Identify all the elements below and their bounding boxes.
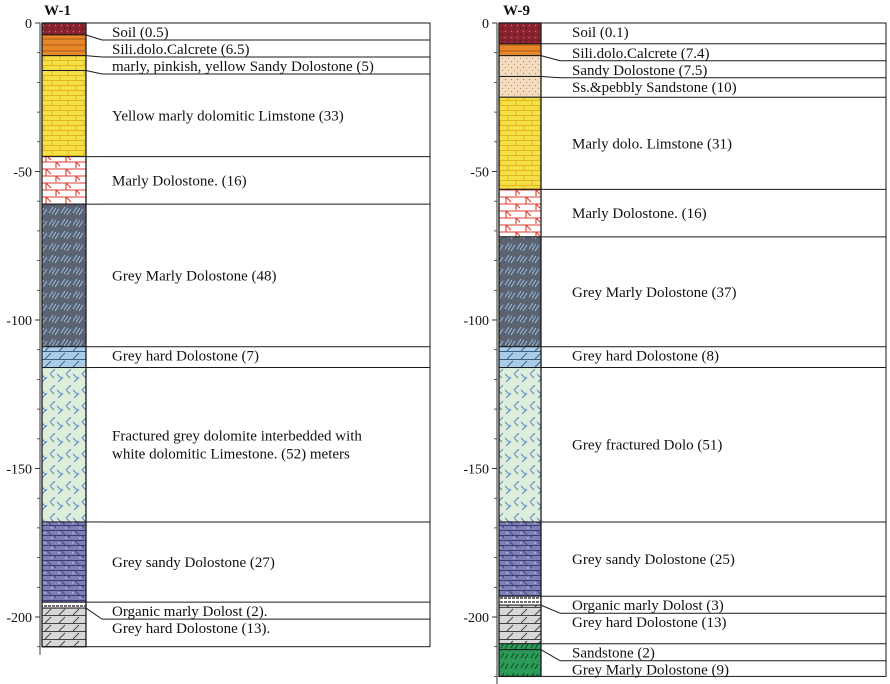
- well-title: W-1: [44, 3, 71, 19]
- layer-label: white dolomitic Limestone. (52) meters: [112, 447, 350, 463]
- leader-line: [540, 604, 561, 614]
- layer-label: Sandy Dolostone (7.5): [572, 63, 707, 79]
- layer-fill-sandy-dolostone: [41, 521, 87, 603]
- layer: Marly Dolostone. (16): [498, 188, 886, 238]
- layer: Marly dolo. Limstone (31): [498, 96, 886, 190]
- layer: Grey sandy Dolostone (27): [41, 521, 430, 603]
- layer: Grey Marly Dolostone (9): [498, 649, 886, 679]
- layer: Grey hard Dolostone (13): [498, 604, 886, 645]
- layer-label: Grey sandy Dolostone (25): [572, 552, 735, 568]
- layer: Sandy Dolostone (7.5): [498, 55, 886, 79]
- leader-line: [85, 607, 103, 620]
- y-tick-label: -50: [470, 166, 489, 181]
- layer-fill-organic: [41, 601, 87, 609]
- layer-label: marly, pinkish, yellow Sandy Dolostone (…: [112, 59, 374, 75]
- layer-fill-limestone-yellow: [41, 55, 87, 72]
- layer-fill-dolostone-grey-dark: [41, 203, 87, 348]
- layer-fill-fractured-light: [498, 367, 542, 523]
- layer-label: Sili.dolo.Calcrete (7.4): [572, 46, 709, 62]
- layer-fill-soil: [41, 22, 87, 36]
- layer-label: Fractured grey dolomite interbedded with: [112, 429, 362, 445]
- y-tick-label: -200: [463, 611, 489, 626]
- layer-fill-sandstone-green: [498, 643, 542, 651]
- layer-fill-limestone-yellow: [498, 96, 542, 190]
- y-tick-label: -100: [463, 314, 489, 329]
- layer-fill-sandy-dolostone: [498, 521, 542, 597]
- layer-fill-calcrete: [498, 43, 542, 57]
- layer-label: Grey Marly Dolostone (37): [572, 285, 737, 301]
- layer-fill-hard-grey: [41, 607, 87, 648]
- layer-label: Organic marly Dolost (3): [572, 598, 724, 614]
- layer: marly, pinkish, yellow Sandy Dolostone (…: [41, 55, 430, 75]
- layer: Grey sandy Dolostone (25): [498, 521, 886, 597]
- column-border: [41, 22, 87, 648]
- layer-label: Yellow marly dolomitic Limstone (33): [112, 108, 344, 124]
- layer-label: Grey fractured Dolo (51): [572, 438, 722, 454]
- layer: Soil (0.1): [498, 22, 629, 45]
- layer-label: Grey hard Dolostone (7): [112, 349, 259, 365]
- well-w-1: W-1 0 -50 -100 -150 -200 Soil (0.5)Sili.dolo.C…: [6, 3, 431, 655]
- layer: Sandstone (2): [498, 643, 886, 662]
- layer-fill-dolostone-hard-blue: [498, 346, 542, 369]
- layer-fill-limestone-yellow: [41, 70, 87, 158]
- layer-fill-soil: [498, 22, 542, 45]
- layer-fill-dolostone-marly: [498, 188, 542, 238]
- layer-label: Grey hard Dolostone (8): [572, 349, 719, 365]
- layer-fill-dolostone-hard-blue: [41, 346, 87, 369]
- layer: Ss.&pebbly Sandstone (10): [498, 75, 886, 98]
- y-tick-label: 0: [25, 17, 32, 32]
- layer-fill-calcrete: [41, 34, 87, 57]
- layer-fill-sandstone-green: [498, 649, 542, 677]
- layer-label: Organic marly Dolost (2).: [112, 604, 268, 620]
- leader-line: [85, 55, 103, 58]
- layer-label: Marly Dolostone. (16): [572, 206, 707, 222]
- layer: Marly Dolostone. (16): [41, 156, 430, 205]
- y-tick-label: 0: [482, 17, 489, 32]
- layer-fill-sandstone-pebbly: [498, 75, 542, 98]
- layer: Grey hard Dolostone (13).: [41, 607, 430, 648]
- column-border: [498, 22, 542, 678]
- y-tick-label: -150: [6, 463, 32, 478]
- layer: Fractured grey dolomite interbedded with…: [41, 367, 430, 523]
- layer-label: Marly dolo. Limstone (31): [572, 136, 732, 152]
- y-tick-label: -100: [6, 314, 32, 329]
- leader-line: [85, 70, 103, 75]
- layer-label: Soil (0.1): [572, 25, 629, 41]
- layer-label: Grey sandy Dolostone (27): [112, 555, 275, 571]
- leader-line: [540, 75, 561, 79]
- layer-label: Grey Marly Dolostone (48): [112, 268, 277, 284]
- well-title: W-9: [503, 3, 530, 19]
- layer-label: Grey Marly Dolostone (9): [572, 663, 729, 679]
- layer-fill-fractured-light: [41, 367, 87, 523]
- leader-line: [85, 34, 103, 41]
- y-tick-label: -200: [6, 611, 32, 626]
- layer: Sili.dolo.Calcrete (7.4): [498, 43, 886, 62]
- layer: Grey fractured Dolo (51): [498, 367, 886, 523]
- layer-fill-dolostone-marly: [41, 156, 87, 205]
- layer-label: Sandstone (2): [572, 646, 655, 662]
- leader-line: [540, 649, 561, 662]
- layer: Sili.dolo.Calcrete (6.5): [41, 34, 430, 58]
- y-tick-label: -50: [13, 166, 32, 181]
- well-w-9: W-9 0 -50 -100 -150 -200 Soil (0.1) Sili.dolo.C…: [463, 3, 887, 684]
- layer-fill-dolostone-grey-dark: [498, 236, 542, 348]
- layer: Grey hard Dolostone (8): [498, 346, 886, 369]
- layer-label: Marly Dolostone. (16): [112, 173, 247, 189]
- leader-line: [540, 55, 561, 62]
- layer-label: Grey hard Dolostone (13): [572, 615, 727, 631]
- y-tick-label: -150: [463, 463, 489, 478]
- layer-fill-hard-grey: [498, 604, 542, 645]
- layer: Yellow marly dolomitic Limstone (33): [41, 70, 430, 158]
- layer-fill-sandstone-pebbly: [498, 55, 542, 77]
- layer-label: Soil (0.5): [112, 25, 169, 41]
- layer-fill-organic: [498, 595, 542, 606]
- layer-label: Ss.&pebbly Sandstone (10): [572, 80, 737, 96]
- layer: Grey Marly Dolostone (37): [498, 236, 886, 348]
- layer: Grey Marly Dolostone (48): [41, 203, 430, 348]
- layer-label: Sili.dolo.Calcrete (6.5): [112, 42, 249, 58]
- layer: Grey hard Dolostone (7): [41, 346, 430, 369]
- layer-label: Grey hard Dolostone (13).: [112, 621, 270, 637]
